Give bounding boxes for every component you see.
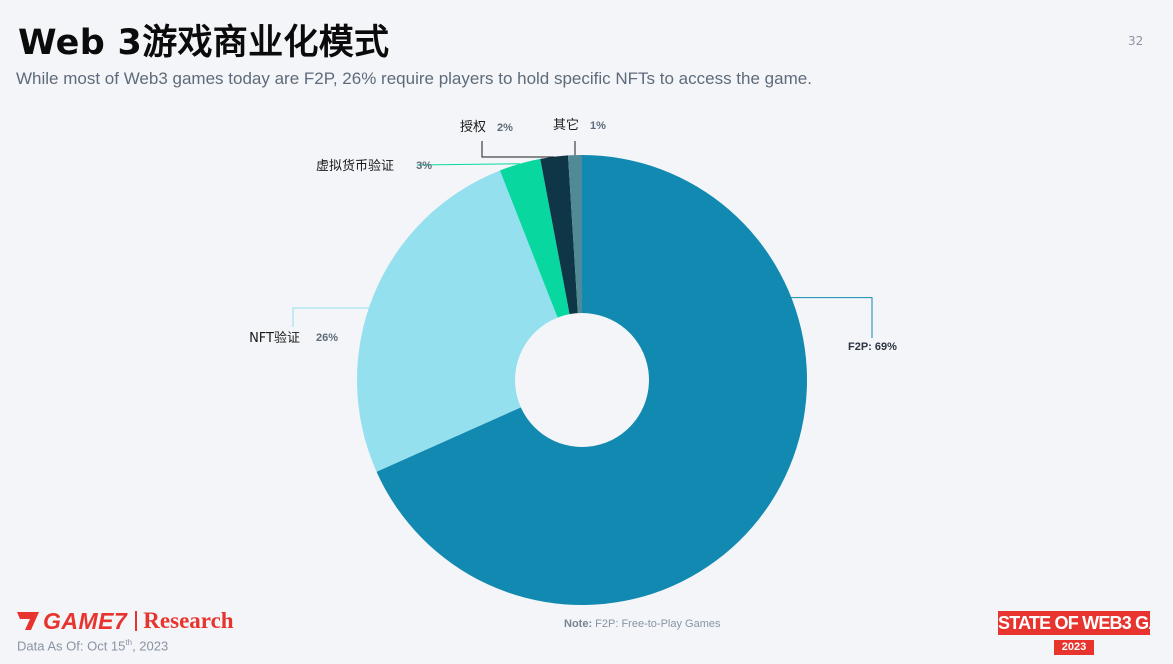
page-number: 32 — [1128, 34, 1144, 48]
chart-subtitle: While most of Web3 games today are F2P, … — [16, 69, 812, 88]
data-as-of-sup: th — [125, 638, 133, 647]
note-label: Note: — [564, 618, 593, 630]
slice-2 — [499, 158, 570, 318]
slice-0 — [376, 155, 807, 605]
slice-name-2: 虚拟货币验证 — [316, 158, 394, 174]
note-text: F2P: Free-to-Play Games — [595, 618, 721, 630]
leader-line-3 — [481, 141, 555, 158]
state-of-web3-gaming-badge: STATE OF WEB3 GAMING 2023 — [998, 611, 1150, 655]
slice-4 — [568, 155, 582, 314]
logo-brand-text: GAME7 — [43, 607, 128, 634]
logo-research-text: Research — [143, 608, 234, 633]
slice-label-0: F2P: 69% — [848, 341, 897, 353]
game7-logo-icon — [17, 612, 39, 630]
slice-3 — [540, 155, 578, 315]
event-badge-title: STATE OF WEB3 GAMING — [998, 611, 1150, 635]
slice-value-4: 1% — [590, 120, 606, 132]
leader-line-0 — [785, 297, 873, 338]
slice-name-1: NFT验证 — [249, 330, 300, 346]
slice-value-2: 3% — [416, 160, 432, 172]
slice-value-1: 26% — [316, 332, 338, 344]
slice-name-4: 其它 — [553, 117, 579, 133]
game7-research-logo: GAME7 Research — [16, 606, 234, 636]
chart-note: Note: F2P: Free-to-Play Games — [564, 618, 721, 630]
slice-name-3: 授权 — [460, 119, 486, 135]
leader-line-1 — [292, 307, 374, 327]
slice-value-3: 2% — [497, 122, 513, 134]
event-badge-year: 2023 — [1053, 640, 1095, 655]
data-as-of-suffix: , 2023 — [132, 638, 169, 654]
logo-divider — [135, 611, 138, 631]
slice-1 — [356, 170, 558, 472]
data-as-of: Data As Of: Oct 15th, 2023 — [17, 638, 168, 653]
leader-line-2 — [416, 163, 520, 166]
page-title: Web 3游戏商业化模式 — [18, 23, 390, 63]
data-as-of-prefix: Data As Of: Oct 15 — [17, 638, 126, 654]
